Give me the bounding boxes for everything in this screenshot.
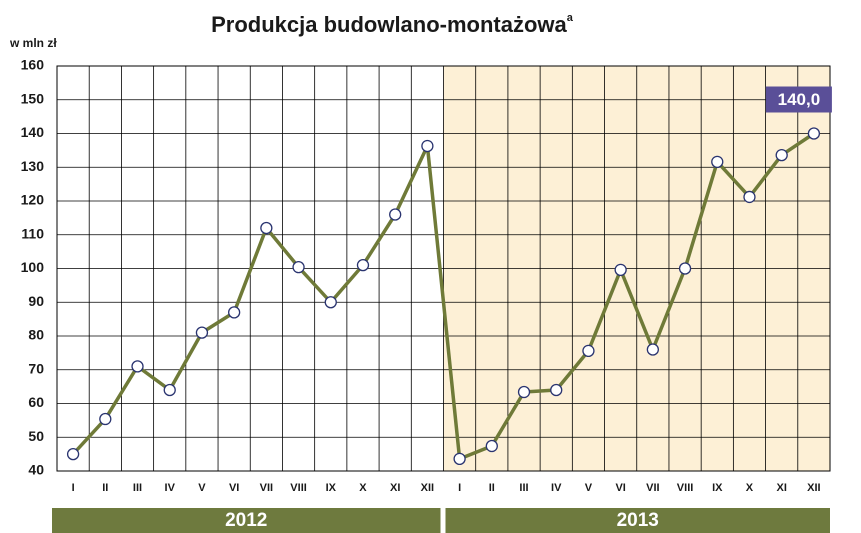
x-tick-label: IV <box>551 482 562 494</box>
data-point <box>646 343 660 356</box>
year-label: 2012 <box>225 510 267 531</box>
y-axis-label: w mln zł <box>9 36 57 50</box>
y-tick-label: 120 <box>21 192 45 208</box>
x-tick-label: XI <box>776 482 786 494</box>
y-tick-label: 50 <box>28 428 44 444</box>
data-point <box>453 452 466 466</box>
x-tick-label: III <box>519 482 528 494</box>
x-tick-label: VI <box>229 482 239 494</box>
x-tick-label: XII <box>807 482 820 494</box>
data-line <box>71 132 815 461</box>
data-point <box>389 208 402 221</box>
y-tick-label: 90 <box>28 293 44 309</box>
data-point <box>324 296 337 309</box>
data-point <box>711 155 724 169</box>
x-tick-label: IV <box>165 482 176 494</box>
y-tick-label: 110 <box>21 225 44 241</box>
data-point <box>743 190 756 204</box>
y-tick-label: 60 <box>28 394 44 410</box>
x-tick-label: I <box>72 482 75 494</box>
x-tick-label: X <box>359 482 367 494</box>
data-point <box>775 148 788 162</box>
x-tick-label: VIII <box>290 482 307 494</box>
y-tick-label: 140 <box>21 124 45 140</box>
x-tick-label: III <box>133 482 142 494</box>
x-tick-label: V <box>585 482 593 494</box>
data-point <box>807 127 821 140</box>
x-tick-label: V <box>198 482 206 494</box>
y-tick-label: 150 <box>21 90 45 106</box>
x-tick-label: I <box>458 482 461 494</box>
year-bar <box>445 508 830 533</box>
x-tick-label: VIII <box>677 482 694 494</box>
x-tick-label: X <box>746 482 754 494</box>
data-point <box>356 258 370 272</box>
x-tick-label: VI <box>615 482 625 494</box>
data-point <box>131 360 144 373</box>
y-tick-label: 40 <box>28 462 44 478</box>
data-point <box>550 383 563 397</box>
data-point <box>260 221 273 235</box>
data-point <box>582 344 595 358</box>
value-label: 140,0 <box>778 90 821 109</box>
y-tick-label: 130 <box>21 158 45 174</box>
data-point <box>163 383 176 397</box>
title-text: Produkcja budowlano-montażowa <box>211 12 567 37</box>
x-tick-label: VII <box>260 482 273 494</box>
y-tick-label: 100 <box>21 259 45 275</box>
plot-border <box>56 65 831 472</box>
data-point <box>614 263 627 277</box>
y-tick-label: 70 <box>28 360 44 376</box>
data-point <box>227 306 241 319</box>
x-tick-label: II <box>102 482 108 494</box>
data-point <box>421 139 434 153</box>
value-label-box <box>765 86 832 113</box>
data-point <box>99 412 112 426</box>
data-point <box>292 260 305 274</box>
x-tick-label: XI <box>390 482 400 494</box>
x-tick-label: IX <box>712 482 723 494</box>
chart-title: Produkcja budowlano-montażowaa <box>211 12 574 37</box>
x-tick-label: XII <box>421 482 434 494</box>
data-point <box>678 262 692 275</box>
data-point <box>195 326 209 339</box>
x-tick-label: II <box>489 482 495 494</box>
y-tick-label: 80 <box>28 327 44 343</box>
year-label: 2013 <box>617 510 659 531</box>
x-tick-label: VII <box>646 482 659 494</box>
data-point <box>517 385 531 399</box>
x-tick-label: IX <box>326 482 337 494</box>
data-point <box>485 439 498 453</box>
data-point <box>66 447 80 461</box>
title-superscript: a <box>567 12 574 24</box>
y-tick-label: 160 <box>21 57 45 73</box>
year-bar <box>52 508 441 533</box>
